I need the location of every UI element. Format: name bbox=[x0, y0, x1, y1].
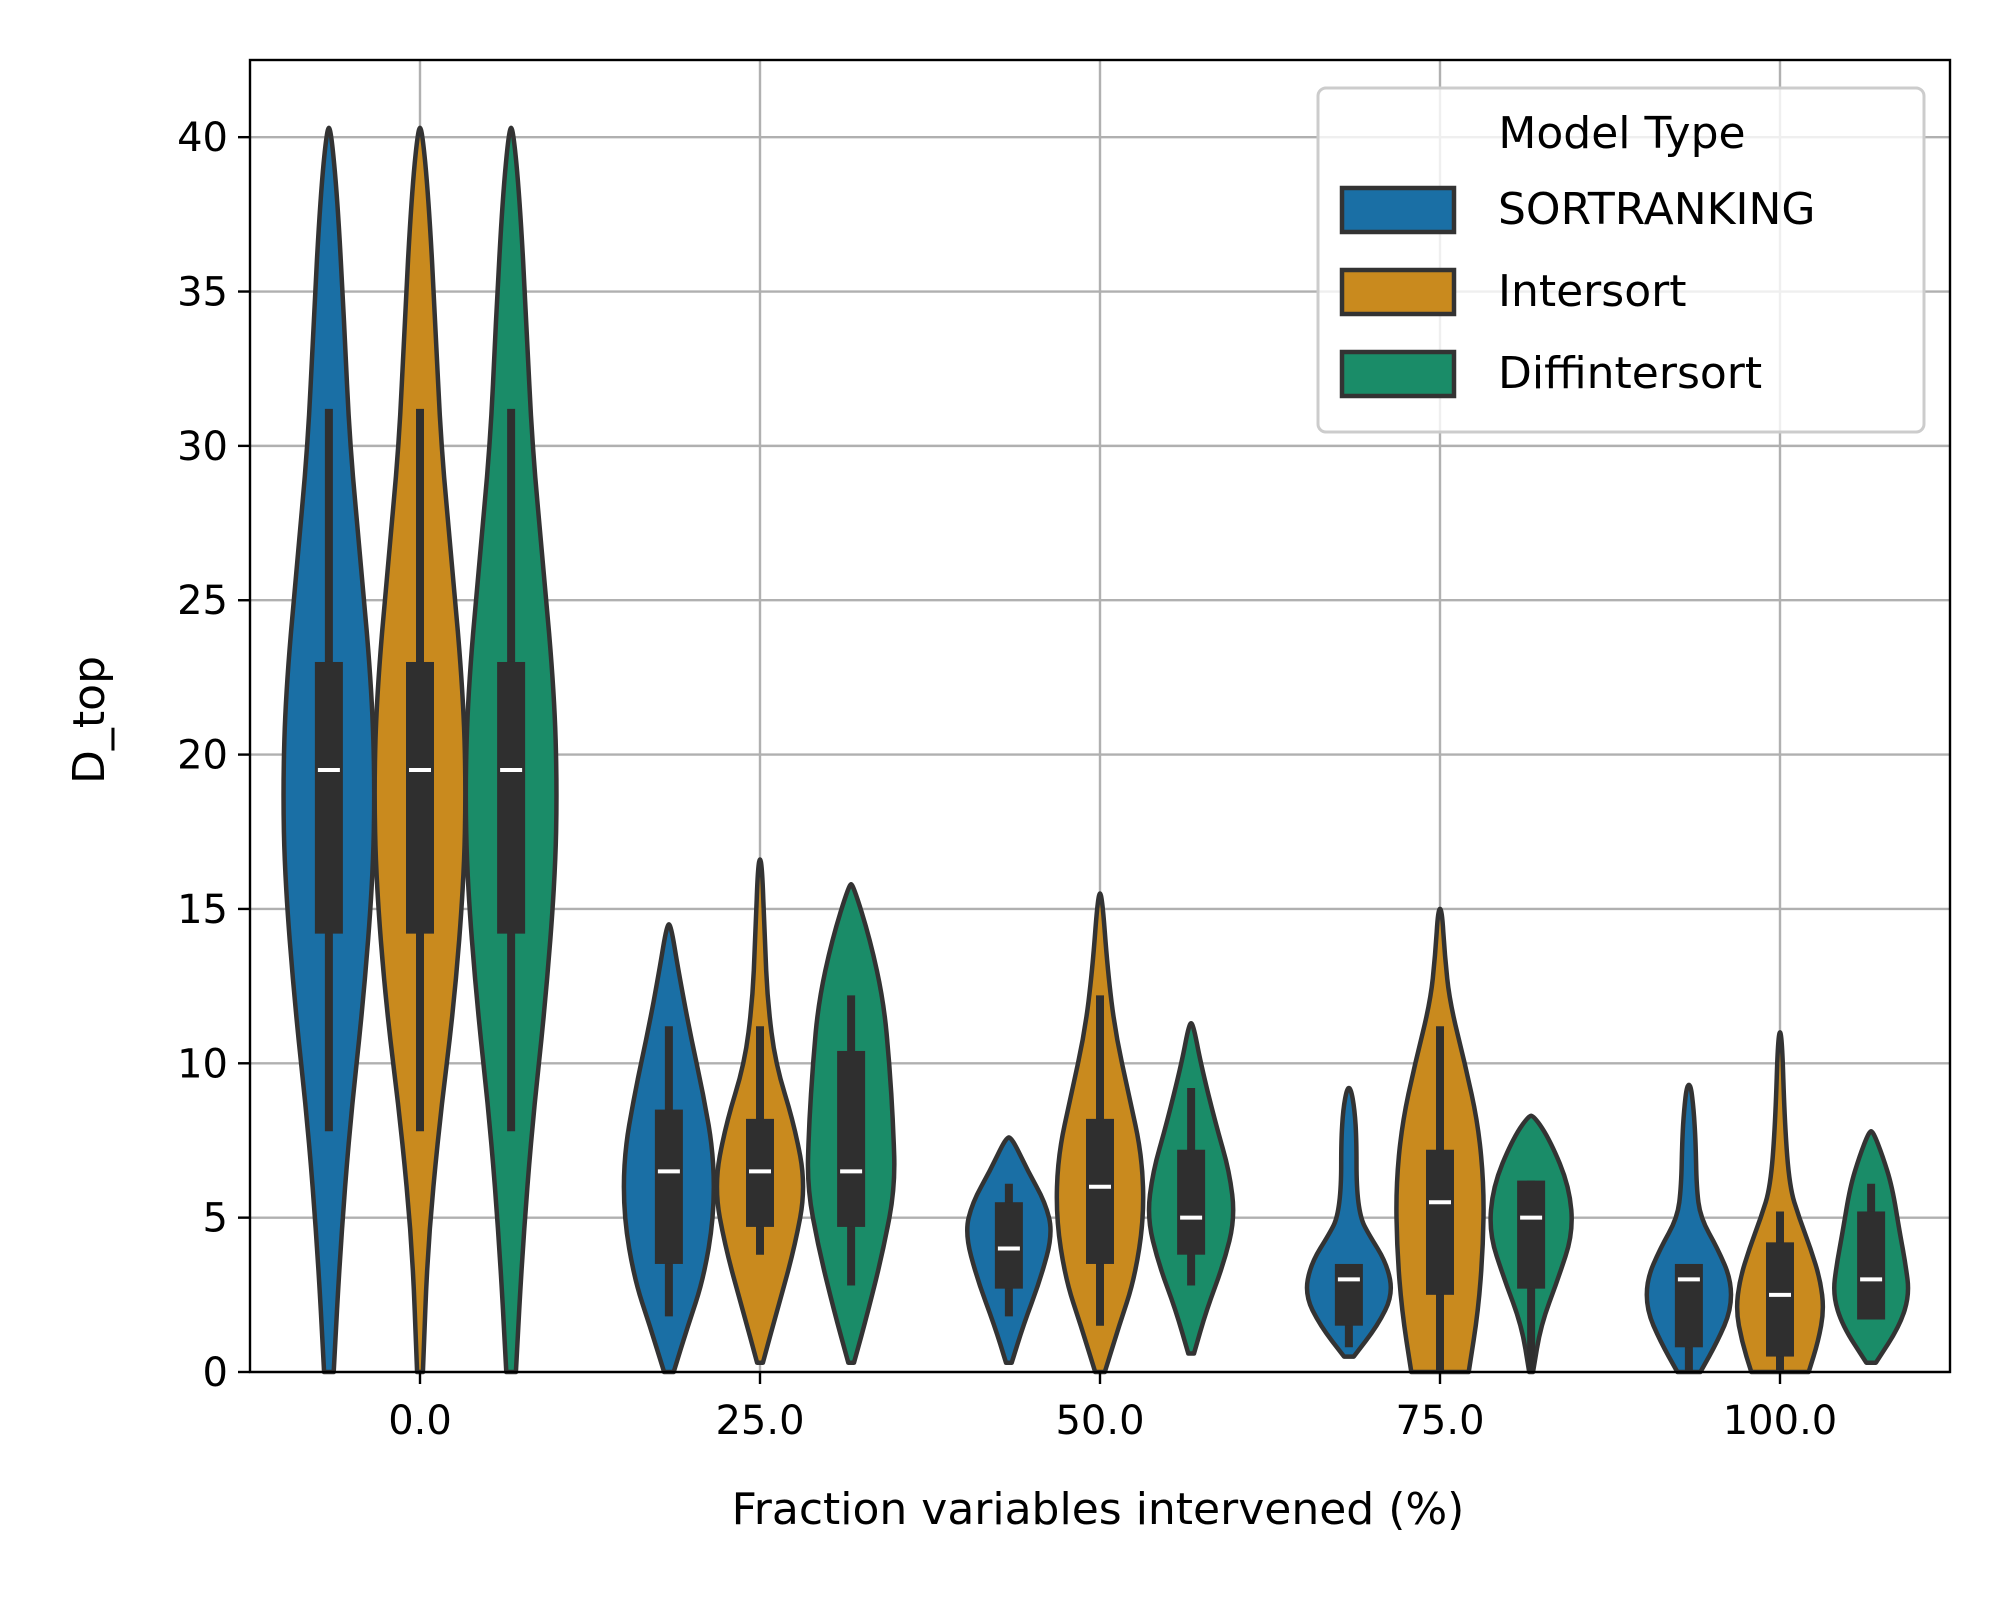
legend-swatch bbox=[1339, 349, 1457, 399]
x-tick-label: 25.0 bbox=[715, 1398, 804, 1444]
violin-iqr-box bbox=[654, 1109, 683, 1264]
violin-body bbox=[1304, 1085, 1394, 1359]
legend-label: Intersort bbox=[1498, 266, 1686, 317]
legend-frame bbox=[1316, 86, 1926, 434]
legend-label: Diffintersort bbox=[1498, 348, 1762, 399]
y-tick-label: 35 bbox=[177, 270, 228, 316]
y-tick-label: 15 bbox=[177, 887, 228, 933]
violin-iqr-box bbox=[994, 1202, 1023, 1289]
violin-body bbox=[1734, 1030, 1826, 1375]
legend-label: SORTRANKING bbox=[1498, 184, 1815, 235]
violin-iqr-box bbox=[1766, 1242, 1794, 1357]
violin-iqr-box bbox=[1177, 1149, 1206, 1255]
x-tick-label: 50.0 bbox=[1055, 1398, 1144, 1444]
y-tick-label: 30 bbox=[177, 424, 228, 470]
x-tick-label: 100.0 bbox=[1723, 1398, 1838, 1444]
y-tick-label: 20 bbox=[177, 733, 228, 779]
violin-iqr-box bbox=[1086, 1118, 1114, 1264]
legend-swatch bbox=[1339, 267, 1457, 317]
y-axis-title: D_top bbox=[64, 656, 115, 784]
x-tick-label: 0.0 bbox=[388, 1398, 452, 1444]
violin-iqr-box bbox=[1517, 1180, 1546, 1289]
legend: Model Type SORTRANKING Intersort Diffinter… bbox=[1316, 86, 1926, 434]
violin-iqr-box bbox=[1674, 1263, 1703, 1348]
violin-iqr-box bbox=[1334, 1263, 1363, 1326]
y-tick-label: 0 bbox=[203, 1350, 228, 1396]
violin-iqr-box bbox=[837, 1050, 866, 1227]
legend-swatch bbox=[1339, 185, 1457, 235]
violin-iqr-box bbox=[1857, 1211, 1886, 1320]
y-tick-label: 40 bbox=[177, 115, 228, 161]
axes: 0 5 10 15 20 25 30 35 40 0.0 25.0 50.0 75.0 100.0 bbox=[177, 58, 1952, 1444]
y-tick-label: 10 bbox=[177, 1041, 228, 1087]
violins bbox=[281, 125, 1911, 1375]
x-axis-title: Fraction variables intervened (%) bbox=[732, 1484, 1465, 1535]
violin-iqr-box bbox=[1426, 1149, 1454, 1295]
x-tick-label: 75.0 bbox=[1395, 1398, 1484, 1444]
violin-iqr-box bbox=[497, 661, 526, 934]
y-tick-label: 5 bbox=[203, 1196, 228, 1242]
violin-iqr-box bbox=[406, 661, 434, 934]
legend-title: Model Type bbox=[1498, 108, 1745, 159]
violin-body bbox=[1644, 1082, 1734, 1375]
y-tick-label: 25 bbox=[177, 578, 228, 624]
violin-iqr-box bbox=[314, 661, 343, 934]
